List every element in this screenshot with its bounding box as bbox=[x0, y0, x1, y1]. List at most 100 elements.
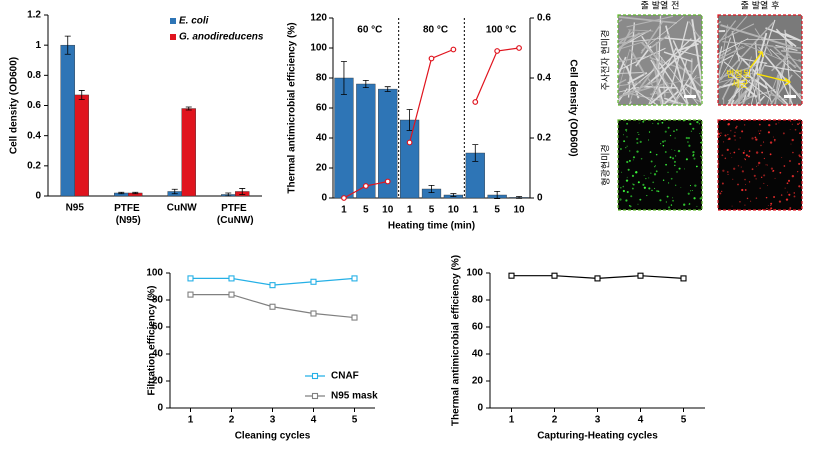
micrograph bbox=[618, 15, 702, 105]
y2-tick-label: 0.2 bbox=[537, 133, 551, 144]
cell-dot bbox=[655, 170, 658, 173]
error-bar bbox=[78, 90, 85, 100]
y-tick-label: 0.6 bbox=[27, 100, 41, 111]
fiber bbox=[664, 37, 702, 43]
cell-dot bbox=[694, 184, 697, 187]
fiber bbox=[618, 29, 652, 49]
fiber bbox=[718, 80, 744, 89]
fiber bbox=[672, 75, 697, 105]
cell-dot bbox=[749, 200, 752, 202]
cell-dot bbox=[628, 159, 631, 162]
cell-dot bbox=[722, 169, 725, 172]
cell-dot bbox=[751, 168, 754, 171]
cell-dot bbox=[778, 122, 780, 124]
cell-dot bbox=[631, 174, 635, 177]
x-axis-title: Cleaning cycles bbox=[235, 431, 311, 442]
cell-dot bbox=[629, 205, 632, 208]
cell-dot bbox=[687, 137, 690, 140]
y-tick-label: 20 bbox=[472, 376, 484, 387]
cell-dot bbox=[791, 174, 795, 178]
cell-dot bbox=[622, 185, 625, 188]
fiber bbox=[650, 59, 677, 102]
cell-dot bbox=[743, 150, 745, 152]
cell-dot bbox=[791, 123, 793, 125]
cell-dot bbox=[693, 197, 696, 200]
error-bar bbox=[225, 192, 232, 197]
cell-dot bbox=[623, 140, 626, 143]
micrograph-border bbox=[617, 14, 703, 106]
fiber bbox=[718, 24, 729, 88]
cell-dot bbox=[790, 143, 792, 145]
cell-dot bbox=[722, 141, 725, 143]
cell-dot bbox=[767, 131, 771, 134]
cell-dot bbox=[700, 141, 702, 144]
legend-label: N95 mask bbox=[331, 391, 378, 402]
fluorescence-background bbox=[618, 120, 702, 210]
cell-dot bbox=[727, 123, 731, 126]
y2-tick-label: 0.6 bbox=[537, 13, 551, 24]
cell-dot bbox=[793, 192, 796, 194]
cell-dot bbox=[734, 131, 736, 133]
cell-dot bbox=[676, 171, 678, 173]
text-line: (CuNW) bbox=[217, 215, 254, 226]
error-bar bbox=[185, 106, 192, 111]
cell-dot bbox=[792, 151, 794, 154]
cell-dot bbox=[744, 158, 746, 160]
data-point bbox=[406, 139, 413, 146]
micrograph bbox=[618, 120, 702, 210]
error-bar bbox=[494, 191, 501, 199]
fiber bbox=[764, 64, 802, 73]
x-axis-title: Heating time (min) bbox=[388, 221, 475, 232]
bar bbox=[74, 94, 89, 197]
error-bar bbox=[239, 188, 246, 195]
text-line: (N95) bbox=[116, 215, 141, 226]
cell-dot bbox=[727, 134, 729, 136]
cell-dot bbox=[685, 136, 689, 140]
row-header: 주사전자 현미경 bbox=[600, 30, 612, 91]
fiber bbox=[774, 74, 780, 105]
cell-dot bbox=[741, 188, 744, 192]
fiber bbox=[718, 64, 758, 80]
cell-dot bbox=[758, 130, 760, 132]
data-point bbox=[228, 275, 235, 282]
cell-dot bbox=[649, 151, 652, 153]
data-point bbox=[187, 291, 194, 298]
fiber bbox=[781, 45, 802, 73]
fiber bbox=[659, 38, 692, 70]
scale-bar bbox=[684, 95, 696, 98]
data-point bbox=[637, 272, 644, 279]
cell-dot bbox=[667, 171, 669, 173]
fiber bbox=[719, 21, 775, 81]
cell-dot bbox=[755, 197, 758, 199]
cell-dot bbox=[770, 167, 774, 170]
cell-dot bbox=[760, 176, 763, 179]
micrograph bbox=[718, 15, 802, 105]
legend-label: G. anodireducens bbox=[179, 32, 264, 43]
cell-dot bbox=[758, 161, 761, 165]
cell-dot bbox=[670, 204, 673, 206]
cell-dot bbox=[626, 160, 629, 164]
cell-dot bbox=[661, 121, 664, 124]
fiber bbox=[647, 78, 666, 105]
fiber bbox=[718, 76, 736, 91]
fiber bbox=[723, 97, 725, 105]
cell-dot bbox=[762, 141, 765, 143]
y-tick-label: 40 bbox=[472, 349, 484, 360]
data-point bbox=[310, 310, 317, 317]
x-tick-label: 1 bbox=[407, 205, 413, 216]
cell-dot bbox=[690, 190, 692, 192]
data-point bbox=[341, 195, 347, 201]
y-tick-label: 0 bbox=[477, 403, 483, 414]
cell-dot bbox=[740, 166, 742, 168]
cell-dot bbox=[755, 138, 758, 141]
data-point bbox=[551, 272, 558, 279]
cell-dot bbox=[693, 157, 696, 160]
fiber bbox=[718, 20, 737, 45]
fiber bbox=[718, 72, 754, 84]
fiber bbox=[722, 40, 774, 47]
fiber bbox=[718, 46, 745, 60]
cell-dot bbox=[763, 157, 766, 160]
x-tick-label: 1 bbox=[341, 205, 347, 216]
cell-dot bbox=[651, 189, 653, 192]
